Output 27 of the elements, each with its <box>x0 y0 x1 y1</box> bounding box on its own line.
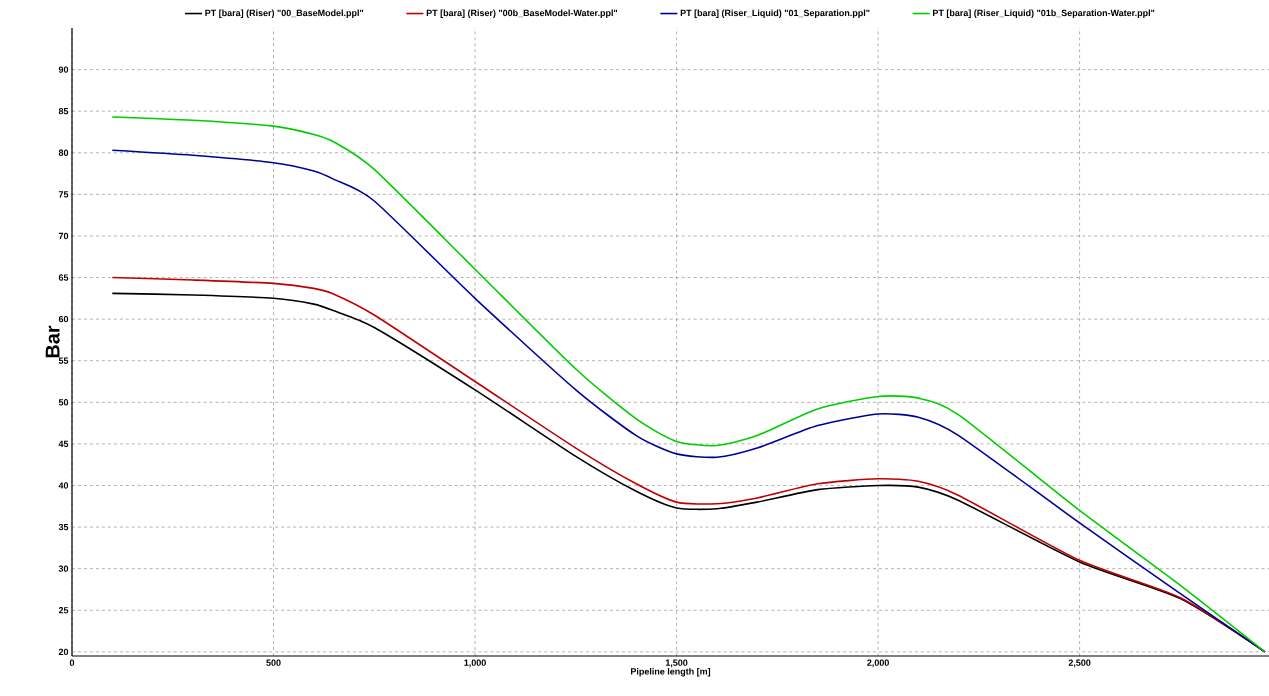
x-tick-label: 0 <box>69 659 75 666</box>
y-tick-label: 40 <box>58 482 69 489</box>
legend-label: PT [bara] (Riser_Liquid) "01_Separation.ppl" <box>680 9 870 18</box>
y-tick-label: 60 <box>58 315 69 323</box>
y-tick-label: 45 <box>58 440 69 448</box>
y-axis-title: Bar <box>45 325 60 358</box>
y-tick-label: 85 <box>58 108 69 115</box>
x-tick-label: 2,000 <box>867 659 889 668</box>
y-tick-label: 90 <box>58 66 69 73</box>
legend-label: PT [bara] (Riser_Liquid) "01b_Separation-Water.ppl" <box>933 9 1155 18</box>
y-tick-label: 55 <box>58 357 69 364</box>
y-tick-label: 80 <box>58 149 69 156</box>
x-tick-label: 1,000 <box>464 659 486 668</box>
x-tick-label: 1,500 <box>665 659 688 668</box>
x-tick-label: 2,500 <box>1068 659 1091 668</box>
y-tick-label: 30 <box>58 565 69 572</box>
x-tick-label: 500 <box>266 659 281 666</box>
y-tick-label: 20 <box>58 648 69 656</box>
legend-label: PT [bara] (Riser) "00_BaseModel.ppl" <box>205 9 364 18</box>
y-tick-label: 50 <box>58 399 69 406</box>
x-axis-title: Pipeline length [m] <box>631 668 711 677</box>
y-tick-label: 35 <box>58 523 69 531</box>
y-tick-label: 65 <box>58 274 69 281</box>
y-tick-label: 70 <box>58 232 69 240</box>
legend-label: PT [bara] (Riser) "00b_BaseModel-Water.ppl" <box>426 9 618 18</box>
y-tick-label: 25 <box>58 607 69 614</box>
y-tick-label: 75 <box>58 191 69 198</box>
